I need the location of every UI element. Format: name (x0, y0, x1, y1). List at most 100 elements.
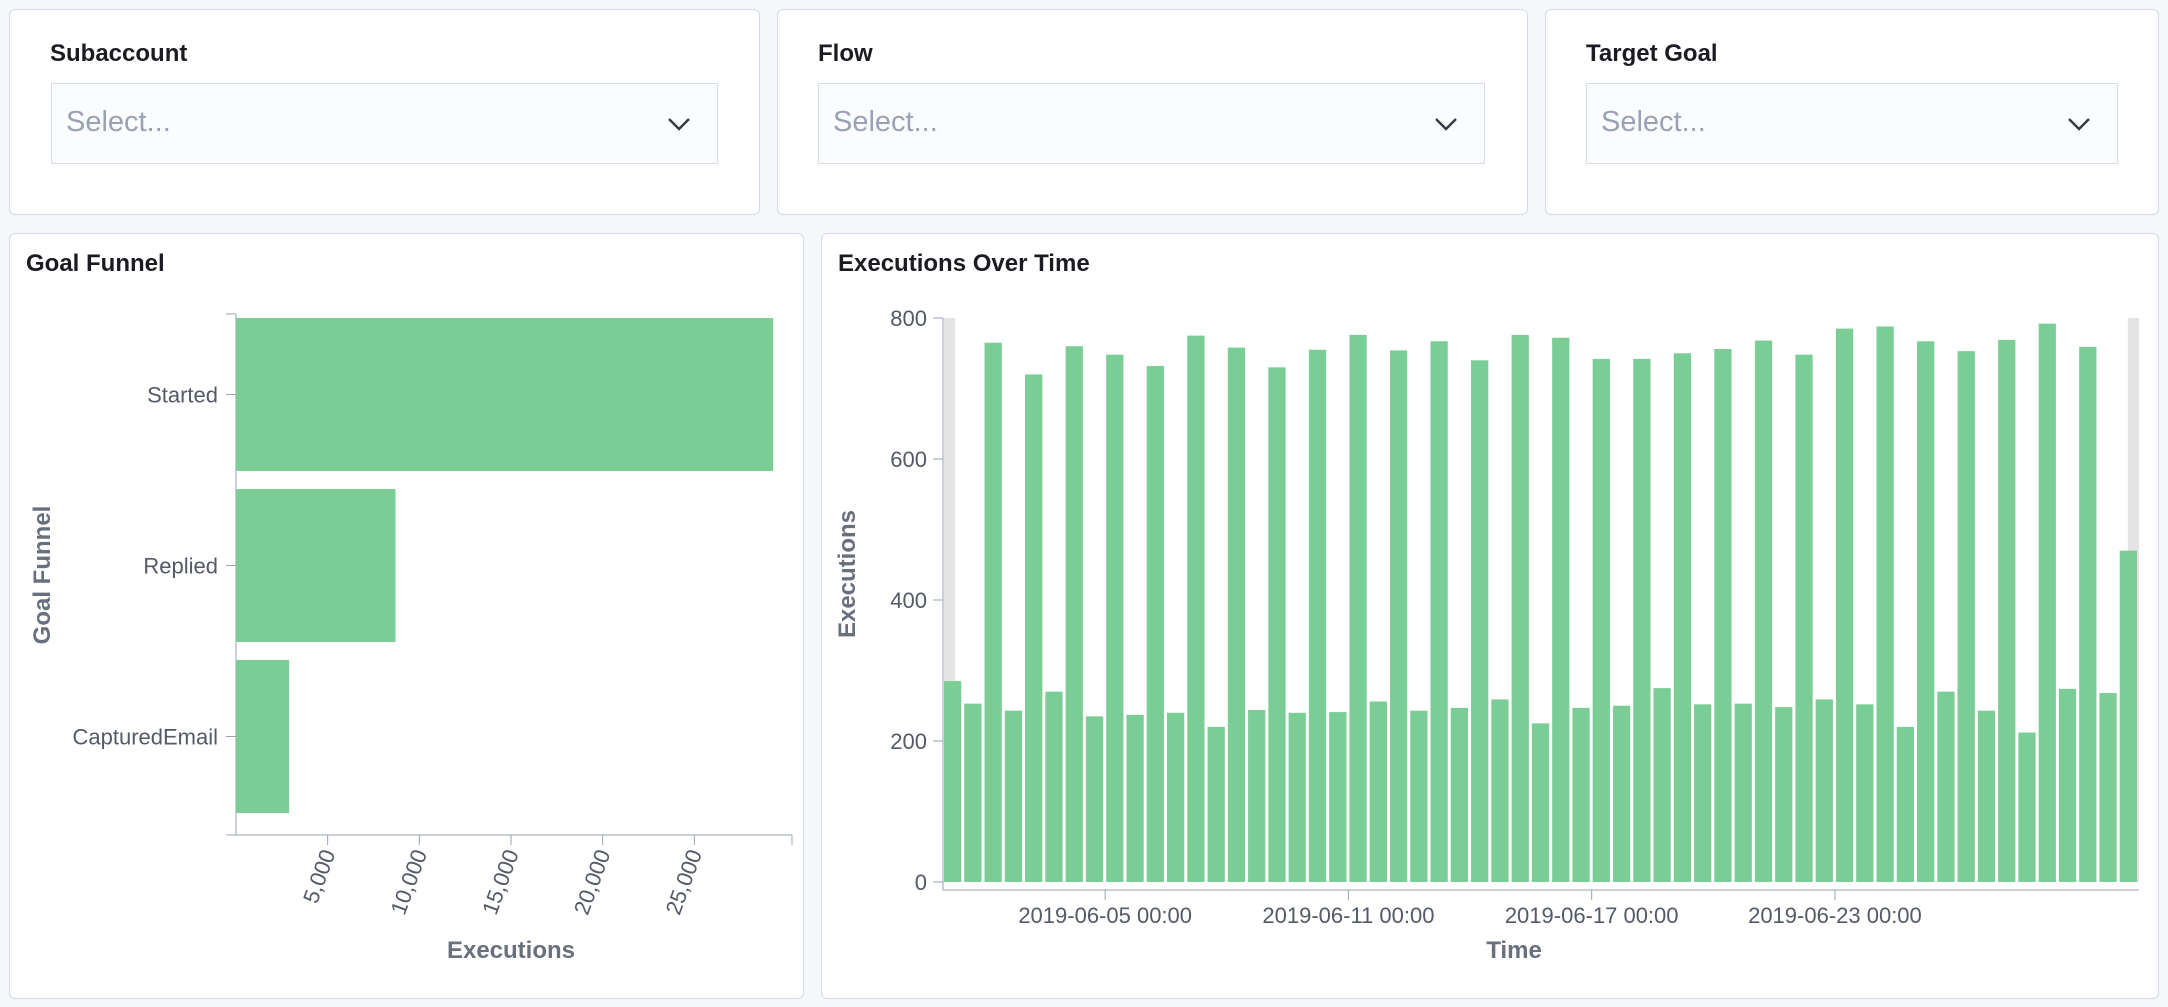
funnel-category-label: Replied (143, 554, 218, 579)
time-y-tick-label: 200 (890, 729, 927, 754)
time-bar[interactable] (1572, 707, 1590, 882)
time-bar[interactable] (1410, 710, 1428, 882)
time-y-tick-label: 0 (915, 870, 927, 895)
time-y-tick-label: 400 (890, 588, 927, 613)
time-bar[interactable] (1977, 710, 1996, 882)
time-bar[interactable] (1471, 360, 1489, 882)
time-bar[interactable] (1552, 337, 1570, 882)
time-bar[interactable] (1998, 339, 2016, 883)
time-bar[interactable] (1308, 349, 1327, 883)
time-bar[interactable] (2058, 688, 2077, 882)
time-bar[interactable] (1694, 704, 1712, 882)
time-x-tick-label: 2019-06-05 00:00 (1018, 903, 1192, 928)
time-bar[interactable] (1288, 712, 1306, 882)
executions-over-time-chart: 0 200 400 600 800 2019-06-05 00:00 2019-06-11 … (834, 306, 2139, 964)
time-bar[interactable] (1369, 701, 1387, 882)
time-y-axis-title: Executions (834, 510, 861, 638)
funnel-category-label: Started (147, 383, 218, 408)
goal-funnel-panel: Goal Funnel Started Replied CapturedEmail 5… (9, 233, 804, 999)
time-bar[interactable] (1329, 712, 1347, 882)
time-bar[interactable] (2038, 323, 2056, 882)
time-bar[interactable] (1450, 707, 1469, 882)
executions-over-time-title: Executions Over Time (838, 250, 1090, 277)
time-bar[interactable] (1207, 726, 1225, 882)
subaccount-select[interactable]: Select... (51, 83, 718, 164)
time-bar[interactable] (1673, 353, 1692, 882)
funnel-x-tick-label: 10,000 (386, 846, 433, 918)
subaccount-placeholder: Select... (66, 106, 171, 138)
chevron-down-icon (2068, 118, 2090, 131)
time-bar[interactable] (1227, 347, 1246, 882)
time-bar[interactable] (1004, 710, 1023, 882)
funnel-x-tick-label: 20,000 (569, 846, 616, 918)
time-bar[interactable] (1126, 714, 1144, 882)
time-bar[interactable] (1268, 367, 1286, 883)
time-bar[interactable] (984, 342, 1002, 882)
time-bar[interactable] (1085, 716, 1104, 882)
time-bar[interactable] (1187, 335, 1205, 882)
funnel-x-axis-title: Executions (447, 937, 575, 964)
target-goal-control: Target Goal Select... (1545, 9, 2159, 215)
time-bar[interactable] (1754, 340, 1773, 882)
time-bar[interactable] (1835, 328, 1854, 882)
funnel-y-axis-title: Goal Funnel (29, 506, 56, 645)
time-bar[interactable] (1633, 358, 1651, 882)
time-bar[interactable] (1612, 705, 1631, 882)
time-bar[interactable] (1531, 723, 1550, 882)
funnel-x-tick-label: 5,000 (298, 846, 340, 906)
time-bar[interactable] (2119, 550, 2137, 882)
flow-select[interactable]: Select... (818, 83, 1485, 164)
time-bar[interactable] (1653, 688, 1671, 882)
time-bar[interactable] (2099, 693, 2117, 882)
time-bar[interactable] (1815, 699, 1833, 882)
goal-funnel-chart: Started Replied CapturedEmail 5,000 10,000 15… (29, 313, 793, 964)
time-x-axis-title: Time (1486, 937, 1542, 964)
subaccount-label: Subaccount (50, 40, 188, 67)
target-goal-label: Target Goal (1586, 40, 1718, 67)
time-bar[interactable] (1430, 341, 1448, 882)
time-bar[interactable] (1714, 349, 1732, 882)
time-bar[interactable] (1349, 334, 1367, 882)
funnel-x-tick-label: 25,000 (661, 846, 708, 918)
funnel-bar[interactable] (236, 489, 396, 642)
time-x-tick-label: 2019-06-11 00:00 (1262, 903, 1434, 928)
time-x-tick-label: 2019-06-23 00:00 (1748, 903, 1922, 928)
time-y-tick-label: 600 (890, 447, 927, 472)
time-bar[interactable] (1795, 354, 1813, 882)
time-bar[interactable] (1896, 726, 1915, 882)
target-goal-select[interactable]: Select... (1586, 83, 2118, 164)
time-bar[interactable] (1734, 703, 1752, 882)
time-bar[interactable] (964, 703, 982, 882)
time-bar[interactable] (1957, 351, 1975, 882)
funnel-bar[interactable] (236, 660, 290, 813)
chevron-down-icon (668, 118, 690, 131)
time-bar[interactable] (1511, 334, 1529, 882)
time-bar[interactable] (1389, 350, 1408, 882)
time-bar[interactable] (1248, 709, 1266, 882)
time-bar[interactable] (944, 681, 962, 882)
flow-control: Flow Select... (777, 9, 1528, 215)
time-bar[interactable] (1491, 699, 1509, 882)
time-bar[interactable] (1917, 341, 1935, 882)
time-bar[interactable] (1592, 358, 1610, 882)
time-bar[interactable] (1856, 704, 1874, 882)
time-bar[interactable] (1106, 354, 1124, 882)
time-bar[interactable] (1775, 707, 1793, 882)
funnel-bar[interactable] (236, 318, 774, 471)
time-bar[interactable] (1937, 691, 1955, 882)
time-bar[interactable] (1045, 691, 1063, 882)
executions-over-time-panel: Executions Over Time 0 200 400 600 800 2019-0… (821, 233, 2159, 999)
target-goal-placeholder: Select... (1601, 106, 1706, 138)
time-bar[interactable] (1166, 712, 1185, 882)
time-bar[interactable] (2079, 346, 2097, 882)
goal-funnel-title: Goal Funnel (26, 250, 165, 277)
time-bar[interactable] (1876, 326, 1894, 883)
flow-label: Flow (818, 40, 873, 67)
time-bar[interactable] (1146, 365, 1164, 882)
subaccount-control: Subaccount Select... (9, 9, 760, 215)
time-bar[interactable] (1065, 346, 1083, 882)
time-bar[interactable] (1025, 374, 1043, 882)
time-bar[interactable] (2018, 732, 2036, 882)
chevron-down-icon (1435, 118, 1457, 131)
partial-bucket-shade (944, 318, 956, 882)
